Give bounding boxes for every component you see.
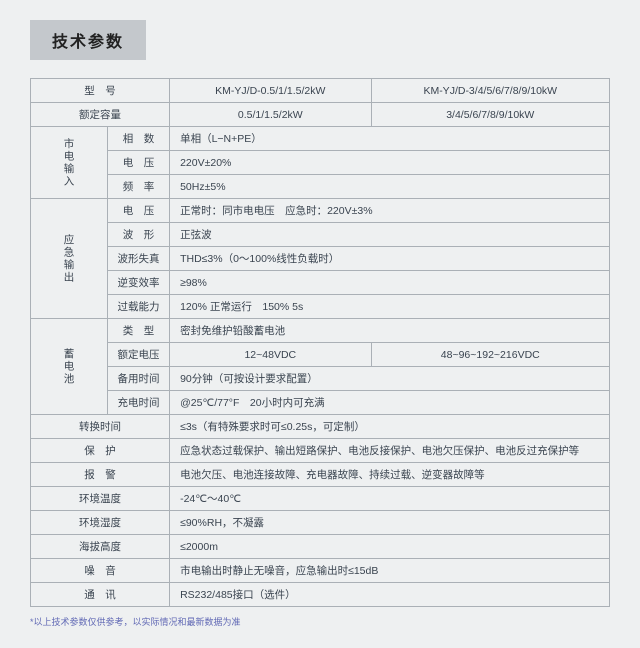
capacity-b: 3/4/5/6/7/8/9/10kW [371,103,609,127]
freq-label: 频 率 [108,175,170,199]
table-row: 过载能力 120% 正常运行 150% 5s [31,295,610,319]
over-label: 过载能力 [108,295,170,319]
temp-label: 环境温度 [31,487,170,511]
spec-table: 型 号 KM-YJ/D-0.5/1/1.5/2kW KM-YJ/D-3/4/5/… [30,78,610,607]
table-row: 噪 音 市电输出时静止无噪音，应急输出时≤15dB [31,559,610,583]
temp-value: -24℃～40℃ [170,487,610,511]
dist-value: THD≤3%（0～100%线性负载时） [170,247,610,271]
switch-label: 转换时间 [31,415,170,439]
switch-value: ≤3s（有特殊要求时可≤0.25s，可定制） [170,415,610,439]
alt-value: ≤2000m [170,535,610,559]
table-row: 环境湿度 ≤90%RH，不凝露 [31,511,610,535]
table-row: 额定电压 12~48VDC 48~96~192~216VDC [31,343,610,367]
alarm-label: 报 警 [31,463,170,487]
evolt-value: 正常时：同市电电压 应急时：220V±3% [170,199,610,223]
wave-label: 波 形 [108,223,170,247]
prot-value: 应急状态过载保护、输出短路保护、电池反接保护、电池欠压保护、电池反过充保护等 [170,439,610,463]
noise-value: 市电输出时静止无噪音，应急输出时≤15dB [170,559,610,583]
comm-value: RS232/485接口（选件） [170,583,610,607]
table-row: 额定容量 0.5/1/1.5/2kW 3/4/5/6/7/8/9/10kW [31,103,610,127]
table-row: 波形失真 THD≤3%（0～100%线性负载时） [31,247,610,271]
rated-b: 48~96~192~216VDC [371,343,609,367]
table-row: 环境温度 -24℃～40℃ [31,487,610,511]
prot-label: 保 护 [31,439,170,463]
alarm-value: 电池欠压、电池连接故障、充电器故障、持续过载、逆变器故障等 [170,463,610,487]
table-row: 蓄电池 类 型 密封免维护铅酸蓄电池 [31,319,610,343]
hum-value: ≤90%RH，不凝露 [170,511,610,535]
wave-value: 正弦波 [170,223,610,247]
table-row: 应急输出 电 压 正常时：同市电电压 应急时：220V±3% [31,199,610,223]
volt-value: 220V±20% [170,151,610,175]
evolt-label: 电 压 [108,199,170,223]
hum-label: 环境湿度 [31,511,170,535]
alt-label: 海拔高度 [31,535,170,559]
capacity-label: 额定容量 [31,103,170,127]
type-value: 密封免维护铅酸蓄电池 [170,319,610,343]
rated-a: 12~48VDC [170,343,371,367]
phase-label: 相 数 [108,127,170,151]
bkup-value: 90分钟（可按设计要求配置） [170,367,610,391]
comm-label: 通 讯 [31,583,170,607]
table-row: 充电时间 @25℃/77°F 20小时内可充满 [31,391,610,415]
emerg-group: 应急输出 [31,199,108,319]
freq-value: 50Hz±5% [170,175,610,199]
chg-label: 充电时间 [108,391,170,415]
mains-group: 市电输入 [31,127,108,199]
noise-label: 噪 音 [31,559,170,583]
footnote: *以上技术参数仅供参考，以实际情况和最新数据为准 [30,615,610,628]
table-row: 备用时间 90分钟（可按设计要求配置） [31,367,610,391]
eff-value: ≥98% [170,271,610,295]
chg-value: @25℃/77°F 20小时内可充满 [170,391,610,415]
capacity-a: 0.5/1/1.5/2kW [170,103,371,127]
model-label: 型 号 [31,79,170,103]
table-row: 保 护 应急状态过载保护、输出短路保护、电池反接保护、电池欠压保护、电池反过充保… [31,439,610,463]
phase-value: 单相（L−N+PE） [170,127,610,151]
type-label: 类 型 [108,319,170,343]
table-row: 报 警 电池欠压、电池连接故障、充电器故障、持续过载、逆变器故障等 [31,463,610,487]
table-row: 通 讯 RS232/485接口（选件） [31,583,610,607]
table-row: 市电输入 相 数 单相（L−N+PE） [31,127,610,151]
model-a: KM-YJ/D-0.5/1/1.5/2kW [170,79,371,103]
rated-label: 额定电压 [108,343,170,367]
table-row: 波 形 正弦波 [31,223,610,247]
table-row: 频 率 50Hz±5% [31,175,610,199]
eff-label: 逆变效率 [108,271,170,295]
table-row: 海拔高度 ≤2000m [31,535,610,559]
dist-label: 波形失真 [108,247,170,271]
over-value: 120% 正常运行 150% 5s [170,295,610,319]
table-row: 逆变效率 ≥98% [31,271,610,295]
table-row: 电 压 220V±20% [31,151,610,175]
page-title: 技术参数 [30,20,146,60]
bkup-label: 备用时间 [108,367,170,391]
table-row: 型 号 KM-YJ/D-0.5/1/1.5/2kW KM-YJ/D-3/4/5/… [31,79,610,103]
table-row: 转换时间 ≤3s（有特殊要求时可≤0.25s，可定制） [31,415,610,439]
batt-group: 蓄电池 [31,319,108,415]
model-b: KM-YJ/D-3/4/5/6/7/8/9/10kW [371,79,609,103]
volt-label: 电 压 [108,151,170,175]
